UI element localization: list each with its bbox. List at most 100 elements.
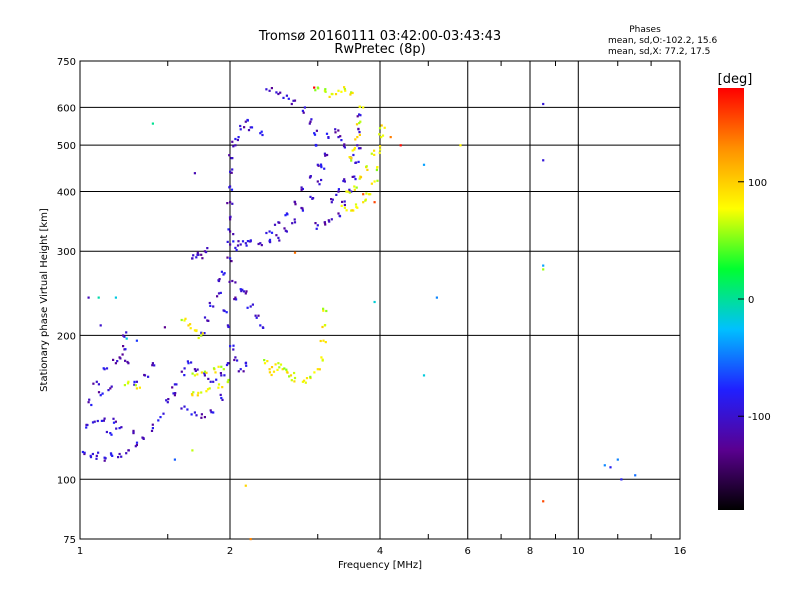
x-tick-label: 10 bbox=[572, 546, 585, 557]
o-mode-point bbox=[112, 358, 115, 361]
o-mode-point bbox=[151, 364, 154, 367]
o-mode-point bbox=[239, 243, 242, 246]
o-mode-point bbox=[270, 87, 273, 90]
y-axis-label: Stationary phase Virtual Height [km] bbox=[39, 208, 50, 392]
echo-point bbox=[193, 172, 196, 175]
x-mode-point bbox=[134, 384, 137, 387]
o-mode-point bbox=[232, 348, 235, 351]
echo-point bbox=[542, 159, 545, 162]
o-mode-point bbox=[192, 254, 195, 257]
o-mode-point bbox=[353, 175, 356, 178]
o-mode-point bbox=[83, 451, 86, 454]
o-mode-point bbox=[284, 229, 287, 232]
x-mode-point bbox=[359, 176, 363, 179]
o-mode-point bbox=[356, 115, 359, 118]
x-mode-point bbox=[351, 91, 354, 95]
x-tick-label: 16 bbox=[674, 546, 687, 557]
x-mode-point bbox=[358, 105, 361, 108]
x-mode-point bbox=[349, 93, 352, 96]
o-mode-point bbox=[89, 456, 93, 459]
o-mode-point bbox=[269, 241, 272, 244]
x-mode-point bbox=[366, 168, 369, 171]
o-mode-point bbox=[284, 214, 287, 217]
o-mode-point bbox=[118, 452, 121, 456]
o-mode-point bbox=[124, 359, 127, 362]
x-mode-point bbox=[343, 86, 346, 89]
echo-point bbox=[114, 296, 117, 299]
o-mode-point bbox=[135, 380, 138, 383]
o-mode-point bbox=[242, 290, 246, 293]
y-axis-ticks: 75 100 200 300 400 500 600 750 bbox=[57, 57, 76, 546]
o-mode-point bbox=[343, 143, 346, 146]
x-mode-point bbox=[138, 386, 141, 389]
o-mode-point bbox=[203, 372, 206, 375]
o-mode-point bbox=[234, 246, 237, 249]
o-mode-point bbox=[243, 126, 246, 129]
echo-point bbox=[163, 326, 166, 329]
o-mode-point bbox=[242, 370, 245, 373]
o-mode-point bbox=[237, 370, 240, 373]
o-mode-point bbox=[220, 270, 223, 273]
o-mode-point bbox=[330, 198, 333, 201]
x-mode-point bbox=[351, 209, 354, 212]
o-mode-point bbox=[186, 360, 189, 363]
o-mode-point bbox=[300, 186, 303, 189]
o-mode-point bbox=[209, 409, 212, 412]
o-mode-point bbox=[119, 357, 122, 360]
x-mode-point bbox=[227, 378, 230, 382]
o-mode-point bbox=[261, 133, 264, 137]
o-mode-point bbox=[162, 412, 165, 415]
o-mode-point bbox=[320, 178, 323, 182]
o-mode-point bbox=[301, 187, 304, 191]
o-mode-point bbox=[159, 416, 162, 419]
o-mode-point bbox=[212, 411, 215, 414]
x-mode-point bbox=[313, 371, 316, 374]
x-mode-point bbox=[184, 317, 187, 320]
o-mode-point bbox=[301, 207, 304, 210]
x-mode-point bbox=[344, 89, 347, 92]
o-mode-point bbox=[191, 257, 194, 260]
o-mode-point bbox=[229, 218, 232, 221]
o-mode-point bbox=[359, 114, 362, 117]
o-mode-point bbox=[254, 314, 257, 317]
o-mode-point bbox=[122, 334, 125, 337]
o-mode-point bbox=[112, 421, 116, 424]
x-mode-point bbox=[278, 366, 281, 369]
echo-point bbox=[313, 86, 316, 89]
echo-point bbox=[373, 201, 376, 204]
o-mode-point bbox=[207, 319, 210, 322]
o-mode-point bbox=[134, 445, 137, 448]
x-mode-point bbox=[270, 373, 273, 377]
o-mode-point bbox=[309, 195, 312, 198]
x-mode-point bbox=[376, 166, 379, 169]
echo-point bbox=[151, 122, 154, 125]
o-mode-point bbox=[207, 377, 210, 380]
o-mode-point bbox=[172, 392, 175, 395]
x-mode-point bbox=[373, 149, 376, 152]
o-mode-point bbox=[229, 257, 232, 260]
o-mode-point bbox=[227, 362, 230, 365]
o-mode-point bbox=[195, 256, 198, 259]
o-mode-point bbox=[110, 433, 113, 436]
o-mode-point bbox=[268, 89, 271, 92]
o-mode-point bbox=[97, 383, 100, 386]
y-tick-label: 100 bbox=[57, 475, 76, 486]
o-mode-point bbox=[135, 443, 138, 447]
colorbar-tick-label: 0 bbox=[748, 295, 754, 306]
o-mode-point bbox=[111, 454, 114, 457]
o-mode-point bbox=[232, 344, 235, 347]
o-mode-point bbox=[315, 129, 318, 132]
o-mode-point bbox=[275, 91, 278, 94]
o-mode-point bbox=[125, 331, 128, 334]
o-mode-point bbox=[259, 242, 262, 245]
x-mode-point bbox=[325, 309, 328, 313]
o-mode-point bbox=[153, 364, 156, 367]
o-mode-point bbox=[173, 383, 176, 386]
o-mode-point bbox=[285, 94, 288, 97]
o-mode-point bbox=[309, 175, 312, 178]
o-mode-point bbox=[257, 242, 260, 246]
o-mode-point bbox=[312, 197, 315, 200]
x-mode-point bbox=[268, 368, 271, 371]
o-mode-point bbox=[342, 145, 346, 148]
o-mode-point bbox=[301, 109, 304, 112]
